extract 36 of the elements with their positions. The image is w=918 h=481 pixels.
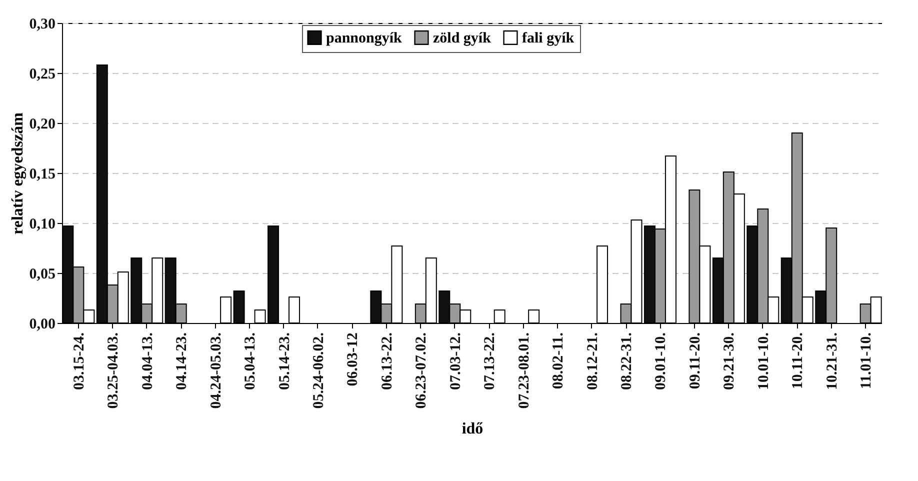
- legend-label: zöld gyík: [433, 30, 492, 47]
- x-tick-label: 05.04-13.: [242, 332, 259, 390]
- x-axis-title: idő: [462, 420, 484, 438]
- x-tick-label: 06.23-07.02.: [414, 332, 430, 409]
- x-tick-label: 10.01-10.: [756, 332, 772, 390]
- x-tick-label: 04.24-05.03.: [208, 332, 224, 409]
- x-tick-label: 06.13-22.: [379, 332, 396, 390]
- y-tick-label: 0,15: [29, 166, 56, 182]
- x-tick-label: 05.24-06.02.: [310, 332, 327, 409]
- x-tick-label: 11.01-10.: [858, 332, 875, 390]
- x-tick-label: 09.01-10.: [653, 332, 670, 390]
- x-tick-label: 08.22-31.: [619, 332, 636, 390]
- x-tick-label: 09.11-20.: [687, 332, 704, 390]
- x-tick-label: 03.25-04.03.: [106, 332, 122, 409]
- y-tick-label: 0,10: [29, 216, 56, 232]
- x-tick-label: 07.03-12.: [448, 332, 464, 390]
- x-tick-label: 09.21-30.: [722, 332, 738, 390]
- y-tick-label: 0,25: [29, 66, 56, 82]
- legend-label: fali gyík: [522, 30, 575, 47]
- x-tick-label: 07.13-22.: [482, 332, 498, 390]
- x-tick-label: 08.02-11.: [550, 332, 567, 390]
- y-tick-label: 0,00: [29, 316, 56, 332]
- x-tick-label: 04.14-23.: [174, 332, 190, 390]
- x-tick-label: 06.03-12: [345, 332, 362, 386]
- x-tick-label: 05.14-23.: [276, 332, 293, 390]
- y-tick-label: 0,30: [29, 16, 56, 32]
- x-tick-label: 08.12-21.: [584, 332, 601, 390]
- x-tick-label: 04.04-13.: [140, 332, 156, 390]
- y-tick-label: 0,20: [29, 116, 56, 132]
- y-tick-label: 0,05: [29, 266, 56, 282]
- x-tick-label: 10.21-31.: [824, 332, 840, 390]
- x-tick-label: 10.11-20.: [790, 332, 806, 390]
- x-tick-label: 07.23-08.01.: [516, 332, 532, 409]
- legend-label: pannongyík: [326, 30, 403, 47]
- y-axis-title: relatív egyedszám: [9, 112, 26, 234]
- x-tick-label: 03.15-24.: [71, 332, 88, 390]
